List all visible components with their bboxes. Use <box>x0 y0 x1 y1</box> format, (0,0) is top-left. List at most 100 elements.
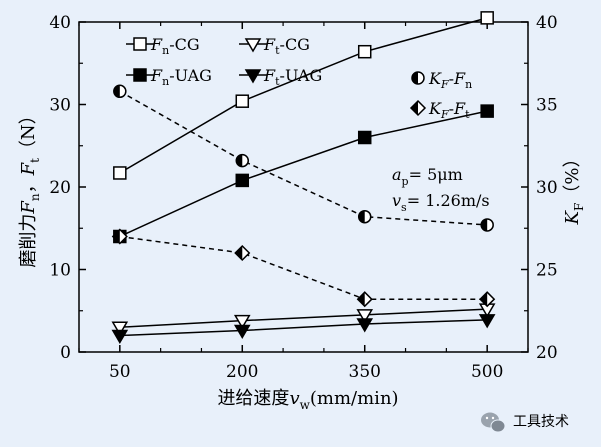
point-ft-uag <box>111 329 129 344</box>
marker-square-filled <box>235 173 250 188</box>
legend: Fn-CG Ft-CG Fn-UAG Ft-UAG KF-Fn KF-Ft <box>126 35 472 121</box>
legend-label: Ft-UAG <box>263 66 322 88</box>
marker-square-open <box>357 44 372 59</box>
legend-item-ft-uag: Ft-UAG <box>239 66 322 88</box>
y-right-tick-label: 30 <box>536 178 558 198</box>
point-fn-uag <box>480 104 494 118</box>
marker-triangle <box>244 38 262 53</box>
point-fn-cg <box>113 166 127 180</box>
marker-triangle <box>478 314 496 329</box>
marker-square-filled <box>480 104 494 118</box>
point-kf-ft <box>111 228 128 245</box>
annotation-ap: ap= 5μm <box>392 165 463 188</box>
x-tick-label: 200 <box>226 362 258 382</box>
point-kf-fn <box>235 153 250 168</box>
series-line-kf-ft <box>119 235 488 300</box>
x-tick-label: 500 <box>471 362 503 382</box>
y-right-axis-title: KF（%） <box>562 150 586 226</box>
series-line-kf-fn <box>119 90 488 226</box>
series-layer <box>111 11 496 344</box>
y-right-tick-label: 35 <box>536 96 558 116</box>
marker-triangle <box>111 329 129 344</box>
legend-label: KF-Ft <box>428 99 470 121</box>
marker-square-filled <box>133 68 147 82</box>
marker-triangle <box>356 309 374 324</box>
point-fn-cg <box>357 44 372 59</box>
wechat-icon <box>481 412 506 433</box>
marker-triangle <box>111 321 129 336</box>
point-kf-ft <box>479 291 496 308</box>
marker-diamond-fill <box>411 101 418 115</box>
legend-marker <box>133 68 147 82</box>
marker-triangle <box>356 318 374 333</box>
series-line-ft-uag <box>119 319 488 337</box>
marker-square-open <box>480 11 494 25</box>
legend-label: KF-Fn <box>428 69 472 91</box>
y-right-tick-label: 20 <box>536 343 558 363</box>
legend-marker <box>409 99 427 117</box>
marker-diamond-fill <box>480 292 488 307</box>
point-fn-uag <box>235 173 250 188</box>
point-kf-fn <box>357 209 372 224</box>
point-ft-cg <box>233 314 251 330</box>
legend-marker <box>244 69 262 84</box>
point-fn-cg <box>480 11 494 25</box>
point-fn-cg <box>235 94 250 108</box>
point-kf-ft <box>234 244 251 262</box>
legend-label: Fn-CG <box>150 35 200 57</box>
marker-square-open <box>235 94 250 108</box>
marker-diamond-fill <box>235 246 243 260</box>
legend-marker <box>244 38 262 53</box>
series-line-ft-cg <box>119 308 488 328</box>
y-left-tick-label: 0 <box>60 343 71 363</box>
legend-marker <box>133 37 147 51</box>
legend-label: Fn-UAG <box>150 66 212 88</box>
marker-circle-fill <box>236 154 243 167</box>
series-line-fn-uag <box>119 110 488 238</box>
marker-square-filled <box>357 130 372 145</box>
point-kf-fn <box>480 218 494 232</box>
y-right-tick-label: 25 <box>536 261 558 281</box>
y-left-tick-label: 10 <box>49 261 71 281</box>
point-kf-fn <box>113 84 127 99</box>
y-left-tick-label: 30 <box>49 96 71 116</box>
point-ft-cg <box>356 309 374 324</box>
ticks: 50 200 350 500 0 10 20 30 40 20 25 30 35 40 <box>49 13 557 382</box>
point-kf-ft <box>356 291 373 308</box>
legend-item-kf-fn: KF-Fn <box>411 69 472 91</box>
point-ft-cg <box>111 321 129 336</box>
point-ft-uag <box>356 318 374 333</box>
legend-label: Ft-CG <box>263 35 310 57</box>
marker-diamond-fill <box>357 292 365 307</box>
marker-triangle <box>233 314 251 330</box>
marker-square-open <box>113 166 127 180</box>
point-ft-uag <box>233 324 251 340</box>
watermark-text: 工具技术 <box>513 414 569 430</box>
marker-circle-fill <box>412 72 418 84</box>
x-tick-label: 350 <box>349 362 381 382</box>
legend-item-fn-uag: Fn-UAG <box>126 66 212 88</box>
marker-circle-fill <box>481 218 488 231</box>
legend-marker <box>411 71 425 85</box>
x-tick-label: 50 <box>109 362 131 382</box>
marker-square-open <box>133 37 147 51</box>
legend-item-fn-cg: Fn-CG <box>126 35 200 57</box>
marker-circle-fill <box>358 210 365 223</box>
annotation-vs: vs= 1.26m/s <box>392 191 490 214</box>
marker-triangle <box>244 69 262 84</box>
point-fn-uag <box>357 130 372 145</box>
y-left-tick-label: 20 <box>49 178 71 198</box>
marker-triangle <box>233 324 251 340</box>
marker-circle-fill <box>113 85 120 98</box>
y-right-tick-label: 40 <box>536 13 558 33</box>
watermark: 工具技术 <box>481 412 569 433</box>
x-axis-title: 进给速度vw(mm/min) <box>217 388 398 412</box>
y-left-axis-title: 磨削力Fn，Ft（N） <box>18 106 42 267</box>
series-line-fn-cg <box>119 17 488 174</box>
y-left-tick-label: 40 <box>49 13 71 33</box>
legend-item-ft-cg: Ft-CG <box>239 35 310 57</box>
marker-diamond-fill <box>112 229 120 244</box>
point-ft-uag <box>478 314 496 329</box>
legend-item-kf-ft: KF-Ft <box>409 99 470 121</box>
